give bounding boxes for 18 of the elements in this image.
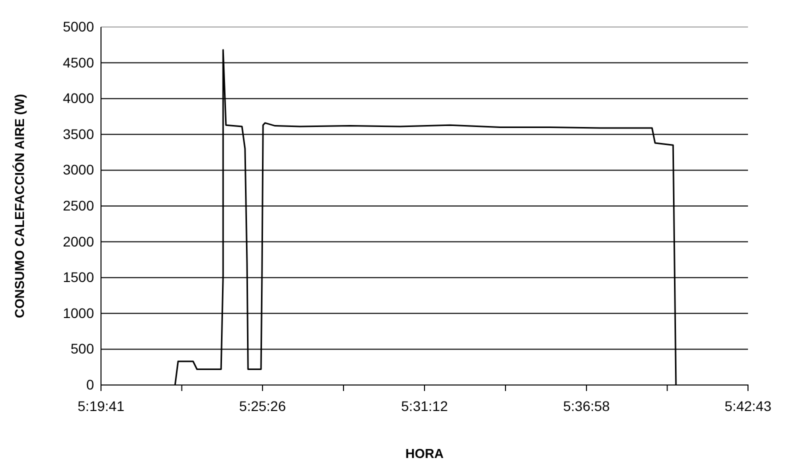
x-tick-label: 5:19:41 xyxy=(78,398,125,414)
y-tick-label: 500 xyxy=(70,340,94,357)
y-axis-title: CONSUMO CALEFACCIÓN AIRE (W) xyxy=(12,94,27,318)
y-tick-label: 2000 xyxy=(62,233,94,250)
y-tick-label: 3000 xyxy=(62,162,94,178)
y-tick-label: 2500 xyxy=(62,197,94,214)
x-tick-label: 5:36:58 xyxy=(563,398,610,414)
x-axis-title: HORA xyxy=(405,446,444,461)
y-tick-label: 0 xyxy=(86,376,94,392)
y-tick-label: 4000 xyxy=(62,90,94,106)
x-tick-label: 5:31:12 xyxy=(401,398,448,414)
y-tick-label: 1000 xyxy=(62,304,94,321)
y-tick-label: 4500 xyxy=(62,54,94,70)
y-tick-label: 1500 xyxy=(62,269,94,286)
x-tick-label: 5:42:43 xyxy=(724,398,772,414)
x-tick-label: 5:25:26 xyxy=(239,398,286,414)
y-tick-label: 3500 xyxy=(62,126,94,142)
y-tick-label: 5000 xyxy=(62,18,94,34)
